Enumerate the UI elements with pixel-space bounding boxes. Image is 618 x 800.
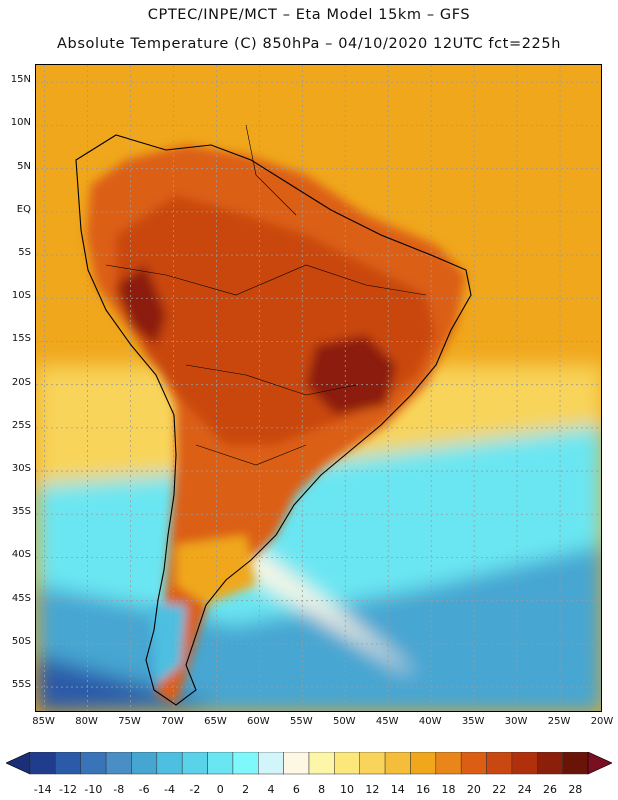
colorbar-swatch [410, 752, 437, 775]
colorbar-swatch [308, 752, 335, 775]
country-border [245, 124, 297, 216]
colorbar-tick-label: 4 [267, 783, 275, 796]
lat-tick-label: EQ [16, 203, 31, 215]
lat-tick-label: 5S [18, 247, 31, 259]
temperature-map [36, 65, 601, 711]
colorbar-swatch [232, 752, 259, 775]
lat-tick-label: 5N [17, 160, 31, 172]
colorbar-swatch [562, 752, 589, 775]
colorbar [6, 752, 612, 775]
colorbar-high-arrow [587, 752, 612, 775]
colorbar-tick-label: 12 [365, 783, 380, 796]
colorbar-tick-label: 14 [390, 783, 405, 796]
colorbar-tick-label: 26 [542, 783, 557, 796]
lat-tick-label: 35S [11, 506, 31, 518]
colorbar-swatch [181, 752, 208, 775]
lon-tick-label: 70W [161, 716, 184, 727]
southern-cone [176, 535, 256, 605]
colorbar-tick-label: -6 [138, 783, 150, 796]
lon-tick-label: 50W [332, 716, 356, 727]
lat-tick-label: 55S [11, 679, 31, 691]
colorbar-swatch [435, 752, 462, 775]
lon-tick-label: 85W [32, 716, 55, 727]
colorbar-swatch [460, 752, 487, 775]
colorbar-swatch [55, 752, 81, 775]
colorbar-swatch [156, 752, 183, 775]
chart-subtitle: Absolute Temperature (C) 850hPa – 04/10/… [57, 36, 561, 52]
country-border [185, 364, 357, 396]
chart-title: CPTEC/INPE/MCT – Eta Model 15km – GFS [147, 7, 471, 23]
colorbar-tick-label: 16 [416, 783, 431, 796]
lat-tick-label: 40S [11, 549, 31, 561]
colorbar-tick-label: -4 [164, 783, 175, 796]
colorbar-tick-label: 8 [318, 783, 326, 796]
colorbar-tick-label: -2 [189, 783, 201, 796]
colorbar-tick-label: 22 [492, 783, 507, 796]
colorbar-swatch [258, 752, 284, 775]
lon-tick-label: 55W [290, 716, 313, 727]
lon-tick-label: 25W [547, 716, 571, 727]
colorbar-swatch [359, 752, 386, 775]
colorbar-swatch [283, 752, 310, 775]
grid-lines [36, 65, 601, 711]
colorbar-swatch [511, 752, 538, 775]
colorbar-tick-label: -10 [84, 783, 103, 796]
colorbar-swatch [486, 752, 513, 775]
lat-tick-label: 45S [11, 592, 31, 604]
colorbar-tick-label: 24 [517, 783, 532, 796]
lat-tick-label: 25S [11, 419, 31, 431]
map-panel [35, 64, 602, 712]
colorbar-tick-label: 20 [466, 783, 481, 796]
coastline [75, 134, 472, 706]
lon-tick-label: 65W [204, 716, 227, 727]
lat-tick-label: 15N [10, 74, 31, 86]
lon-tick-label: 60W [247, 716, 270, 727]
lat-tick-label: 10N [10, 117, 31, 129]
colorbar-swatch [207, 752, 234, 775]
lat-tick-label: 20S [11, 376, 31, 388]
colorbar-low-arrow [6, 752, 31, 775]
colorbar-swatch [131, 752, 158, 775]
lon-tick-label: 45W [375, 716, 399, 727]
colorbar-swatch [537, 752, 563, 775]
hot-spot-west [116, 265, 166, 345]
country-border [195, 444, 307, 466]
colorbar-tick-label: 18 [441, 783, 456, 796]
colorbar-swatch [334, 752, 360, 775]
colorbar-tick-label: 28 [568, 783, 583, 796]
colorbar-tick-label: 6 [292, 783, 300, 796]
lon-tick-label: 30W [504, 716, 528, 727]
colorbar-tick-label: 10 [340, 783, 355, 796]
lon-tick-label: 35W [461, 716, 485, 727]
lat-tick-label: 15S [11, 333, 31, 345]
patagonia-cold [151, 605, 186, 685]
hot-spot [306, 335, 396, 415]
lon-tick-label: 75W [118, 716, 141, 727]
country-border [105, 264, 427, 296]
colorbar-tick-label: -8 [113, 783, 125, 796]
colorbar-tick-label: -14 [33, 783, 52, 796]
colorbar-tick-label: 0 [216, 783, 224, 796]
lon-tick-label: 40W [418, 716, 442, 727]
colorbar-swatch [80, 752, 107, 775]
lat-tick-label: 30S [11, 463, 31, 475]
colorbar-swatch [384, 752, 411, 775]
colorbar-tick-label: -12 [59, 783, 78, 796]
colorbar-tick-label: 2 [242, 783, 250, 796]
colorbar-swatch [29, 752, 56, 775]
lon-tick-label: 80W [75, 716, 98, 727]
colorbar-swatch [105, 752, 132, 775]
lat-tick-label: 50S [11, 635, 31, 647]
lon-tick-label: 20W [590, 716, 614, 727]
lat-tick-label: 10S [11, 290, 31, 302]
